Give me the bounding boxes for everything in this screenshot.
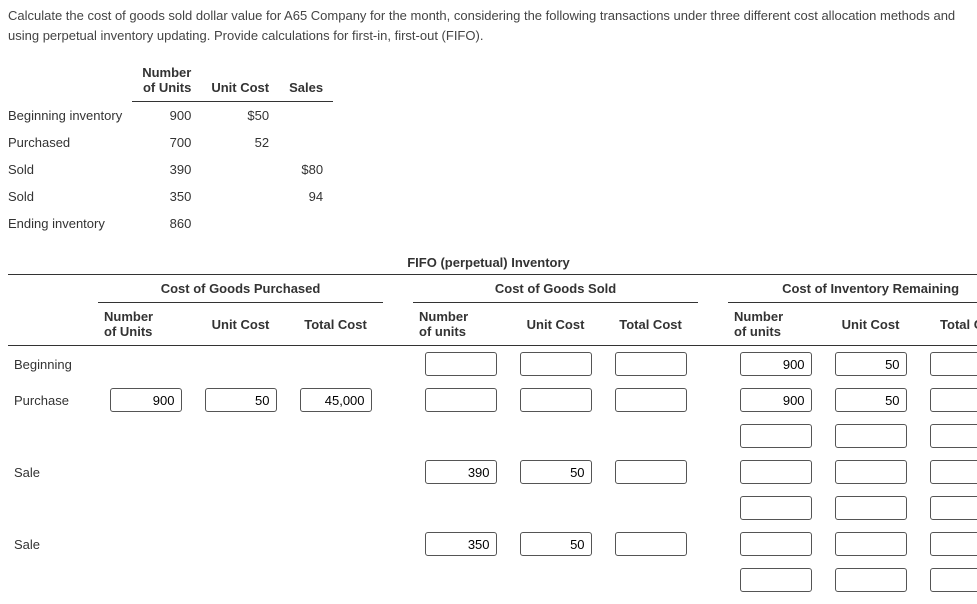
tx-unit-cost: 52 [201, 129, 279, 156]
input-sold-1-1[interactable] [520, 388, 592, 412]
problem-statement: Calculate the cost of goods sold dollar … [8, 6, 969, 45]
input-remaining-3-1[interactable] [835, 460, 907, 484]
tx-header-blank [8, 59, 132, 102]
group-header-remaining: Cost of Inventory Remaining [728, 275, 977, 303]
tx-sales [279, 210, 333, 237]
input-sold-0-1[interactable] [520, 352, 592, 376]
group-header-purchased: Cost of Goods Purchased [98, 275, 383, 303]
input-sold-0-0[interactable] [425, 352, 497, 376]
input-sold-1-2[interactable] [615, 388, 687, 412]
tx-unit-cost: $50 [201, 102, 279, 130]
input-remaining-1-0[interactable] [740, 388, 812, 412]
tx-sales: $80 [279, 156, 333, 183]
tx-row-label: Sold [8, 156, 132, 183]
input-remaining-6-0[interactable] [740, 568, 812, 592]
input-sold-3-2[interactable] [615, 460, 687, 484]
tx-row: Ending inventory860 [8, 210, 333, 237]
input-remaining-0-2[interactable] [930, 352, 977, 376]
col-s-unitcost: Unit Cost [508, 303, 603, 346]
col-p-unitcost: Unit Cost [193, 303, 288, 346]
input-remaining-1-2[interactable] [930, 388, 977, 412]
tx-row-label: Sold [8, 183, 132, 210]
col-r-totalcost: Total Co [918, 303, 977, 346]
fifo-row: Sale [8, 526, 977, 562]
col-r-unitcost: Unit Cost [823, 303, 918, 346]
input-remaining-4-2[interactable] [930, 496, 977, 520]
input-remaining-0-0[interactable] [740, 352, 812, 376]
group-header-sold: Cost of Goods Sold [413, 275, 698, 303]
fifo-row-label: Sale [8, 526, 98, 562]
tx-sales [279, 102, 333, 130]
input-remaining-2-2[interactable] [930, 424, 977, 448]
fifo-row-label [8, 418, 98, 454]
col-s-totalcost: Total Cost [603, 303, 698, 346]
tx-row: Beginning inventory900$50 [8, 102, 333, 130]
fifo-row: Sale [8, 454, 977, 490]
tx-row-label: Purchased [8, 129, 132, 156]
tx-row-label: Beginning inventory [8, 102, 132, 130]
tx-header-sales: Sales [279, 59, 333, 102]
tx-sales [279, 129, 333, 156]
tx-units: 860 [132, 210, 201, 237]
tx-row: Sold350 94 [8, 183, 333, 210]
input-remaining-4-0[interactable] [740, 496, 812, 520]
fifo-row-label [8, 490, 98, 526]
col-s-units: Number of units [413, 303, 508, 346]
tx-unit-cost [201, 156, 279, 183]
fifo-row [8, 562, 977, 598]
input-purchased-1-0[interactable] [110, 388, 182, 412]
input-remaining-0-1[interactable] [835, 352, 907, 376]
tx-unit-cost [201, 210, 279, 237]
input-remaining-2-1[interactable] [835, 424, 907, 448]
input-remaining-6-1[interactable] [835, 568, 907, 592]
tx-row: Sold390 $80 [8, 156, 333, 183]
tx-units: 900 [132, 102, 201, 130]
fifo-table: Cost of Goods Purchased Cost of Goods So… [8, 274, 977, 598]
input-remaining-2-0[interactable] [740, 424, 812, 448]
col-p-totalcost: Total Cost [288, 303, 383, 346]
fifo-row [8, 418, 977, 454]
tx-header-unit-cost: Unit Cost [201, 59, 279, 102]
input-remaining-6-2[interactable] [930, 568, 977, 592]
tx-sales: 94 [279, 183, 333, 210]
input-sold-1-0[interactable] [425, 388, 497, 412]
tx-units: 390 [132, 156, 201, 183]
tx-header-units: Number of Units [132, 59, 201, 102]
input-sold-3-0[interactable] [425, 460, 497, 484]
fifo-row-label [8, 562, 98, 598]
fifo-row [8, 490, 977, 526]
col-r-units: Number of units [728, 303, 823, 346]
fifo-row-label: Purchase [8, 382, 98, 418]
input-remaining-3-2[interactable] [930, 460, 977, 484]
tx-row: Purchased70052 [8, 129, 333, 156]
tx-units: 700 [132, 129, 201, 156]
input-remaining-3-0[interactable] [740, 460, 812, 484]
tx-unit-cost [201, 183, 279, 210]
input-remaining-4-1[interactable] [835, 496, 907, 520]
input-purchased-1-1[interactable] [205, 388, 277, 412]
col-p-units: Number of Units [98, 303, 193, 346]
input-sold-0-2[interactable] [615, 352, 687, 376]
fifo-row-label: Beginning [8, 346, 98, 383]
input-sold-3-1[interactable] [520, 460, 592, 484]
fifo-row: Purchase [8, 382, 977, 418]
tx-units: 350 [132, 183, 201, 210]
tx-row-label: Ending inventory [8, 210, 132, 237]
fifo-title: FIFO (perpetual) Inventory [8, 255, 969, 270]
input-purchased-1-2[interactable] [300, 388, 372, 412]
transactions-table: Number of Units Unit Cost Sales Beginnin… [8, 59, 333, 237]
input-remaining-1-1[interactable] [835, 388, 907, 412]
fifo-row-label: Sale [8, 454, 98, 490]
fifo-row: Beginning [8, 346, 977, 383]
